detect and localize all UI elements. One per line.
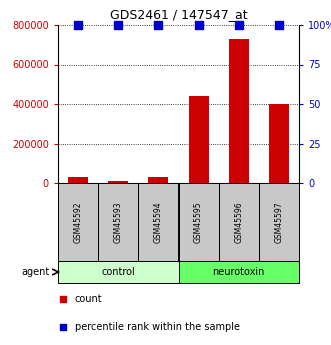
Text: GSM45597: GSM45597 xyxy=(274,201,283,243)
Bar xyxy=(269,104,289,183)
Bar xyxy=(178,183,219,261)
Text: GSM45592: GSM45592 xyxy=(73,201,82,243)
Bar xyxy=(259,183,299,261)
Bar xyxy=(98,183,138,261)
Bar xyxy=(138,183,178,261)
Bar xyxy=(108,181,128,183)
Bar xyxy=(178,261,299,283)
Bar xyxy=(58,183,98,261)
Point xyxy=(60,296,66,302)
Point xyxy=(156,22,161,28)
Point xyxy=(196,22,201,28)
Point xyxy=(116,22,121,28)
Point xyxy=(60,325,66,330)
Text: percentile rank within the sample: percentile rank within the sample xyxy=(75,322,240,332)
Text: control: control xyxy=(101,267,135,277)
Point xyxy=(75,22,81,28)
Title: GDS2461 / 147547_at: GDS2461 / 147547_at xyxy=(110,8,247,21)
Point xyxy=(236,22,241,28)
Text: agent: agent xyxy=(22,267,50,277)
Bar xyxy=(58,261,178,283)
Text: neurotoxin: neurotoxin xyxy=(213,267,265,277)
Bar xyxy=(148,177,168,183)
Text: GSM45596: GSM45596 xyxy=(234,201,243,243)
Bar xyxy=(219,183,259,261)
Text: count: count xyxy=(75,294,103,304)
Bar xyxy=(229,39,249,183)
Point xyxy=(276,22,282,28)
Bar xyxy=(68,177,88,183)
Text: GSM45593: GSM45593 xyxy=(114,201,123,243)
Text: GSM45595: GSM45595 xyxy=(194,201,203,243)
Text: GSM45594: GSM45594 xyxy=(154,201,163,243)
Bar xyxy=(189,96,209,183)
